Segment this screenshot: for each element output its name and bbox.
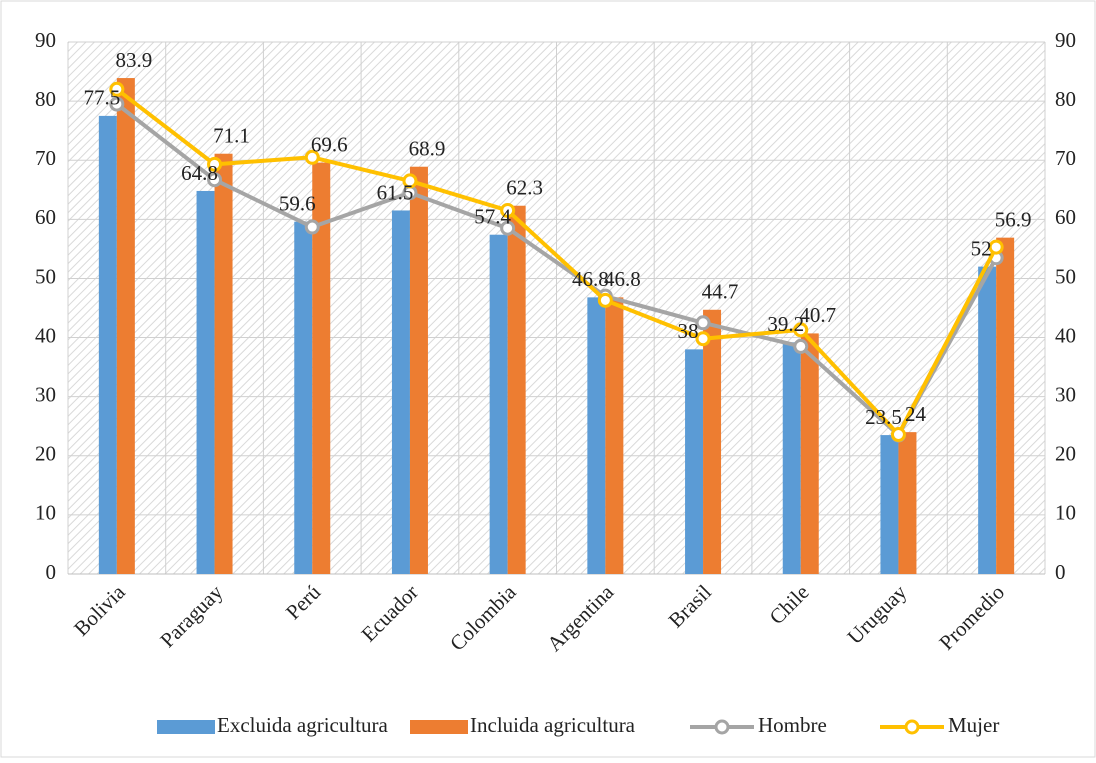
data-label: 68.9 [409, 137, 446, 161]
data-label: 39.2 [767, 312, 804, 336]
data-label: 57.4 [474, 205, 511, 229]
y-tick-label: 40 [35, 323, 56, 347]
y-tick-label: 0 [46, 560, 57, 584]
y2-tick-label: 90 [1055, 28, 1076, 52]
data-label: 77.5 [83, 86, 120, 110]
y2-tick-label: 60 [1055, 205, 1076, 229]
y2-tick-label: 30 [1055, 382, 1076, 406]
y2-tick-label: 80 [1055, 87, 1076, 111]
y2-tick-label: 40 [1055, 323, 1076, 347]
legend-label: Hombre [758, 713, 827, 737]
bar [782, 342, 801, 574]
legend-label: Excluida agricultura [217, 713, 389, 737]
y2-tick-label: 50 [1055, 264, 1076, 288]
line-marker [304, 219, 320, 235]
data-label: 64.8 [181, 161, 218, 185]
line-marker [793, 322, 809, 338]
data-label: 46.8 [604, 267, 641, 291]
line-marker [304, 149, 320, 165]
line-marker [500, 202, 516, 218]
line-marker [402, 173, 418, 189]
data-label: 24 [905, 402, 927, 426]
bar [800, 333, 819, 574]
data-label: 69.6 [311, 132, 348, 156]
legend-swatch [410, 720, 468, 734]
line-marker [500, 220, 516, 236]
bar [214, 153, 233, 574]
data-label: 38 [678, 319, 699, 343]
bar [409, 166, 428, 575]
line-marker [695, 331, 711, 347]
data-label: 59.6 [279, 192, 316, 216]
line-marker [988, 239, 1004, 255]
data-label: 71.1 [213, 124, 250, 148]
y-tick-label: 90 [35, 28, 56, 52]
legend-label: Mujer [948, 713, 999, 737]
bar [898, 432, 917, 574]
y-tick-label: 20 [35, 442, 56, 466]
bar [294, 221, 313, 574]
bar [196, 190, 215, 574]
y-tick-label: 80 [35, 87, 56, 111]
bar [978, 266, 997, 574]
legend-swatch-marker [904, 719, 920, 735]
bar [996, 237, 1015, 574]
data-label: 62.3 [506, 176, 543, 200]
bar [703, 309, 722, 574]
line-marker [597, 292, 613, 308]
legend-swatch-marker [714, 719, 730, 735]
bar [489, 234, 508, 575]
y-tick-label: 60 [35, 205, 56, 229]
y2-tick-label: 0 [1055, 560, 1066, 584]
line-marker [793, 338, 809, 354]
bar [685, 349, 704, 574]
data-label: 44.7 [702, 280, 739, 304]
bar [312, 162, 331, 574]
y2-tick-label: 20 [1055, 442, 1076, 466]
data-label: 52 [971, 236, 992, 260]
line-marker [695, 315, 711, 331]
data-label: 23.5 [865, 405, 902, 429]
y-tick-label: 30 [35, 382, 56, 406]
y-tick-label: 50 [35, 264, 56, 288]
y-tick-label: 10 [35, 501, 56, 525]
line-marker [207, 172, 223, 188]
bar [98, 115, 117, 574]
bar [507, 205, 526, 574]
bar [391, 210, 410, 574]
line-series [115, 102, 998, 438]
y2-tick-label: 70 [1055, 146, 1076, 170]
line-marker [207, 156, 223, 172]
data-label: 83.9 [115, 48, 152, 72]
line-marker [109, 81, 125, 97]
bar [880, 435, 899, 574]
data-label: 46.8 [572, 267, 609, 291]
line-marker [890, 426, 906, 442]
line-series [115, 87, 998, 437]
data-label: 56.9 [995, 207, 1032, 231]
y-tick-label: 70 [35, 146, 56, 170]
bar [587, 297, 606, 574]
legend-swatch [157, 720, 215, 734]
data-label: 40.7 [799, 303, 836, 327]
legend-label: Incluida agricultura [470, 713, 636, 737]
bar [116, 78, 135, 575]
bar [605, 297, 624, 574]
data-label: 61.5 [377, 180, 414, 204]
y2-tick-label: 10 [1055, 501, 1076, 525]
line-marker [109, 96, 125, 112]
